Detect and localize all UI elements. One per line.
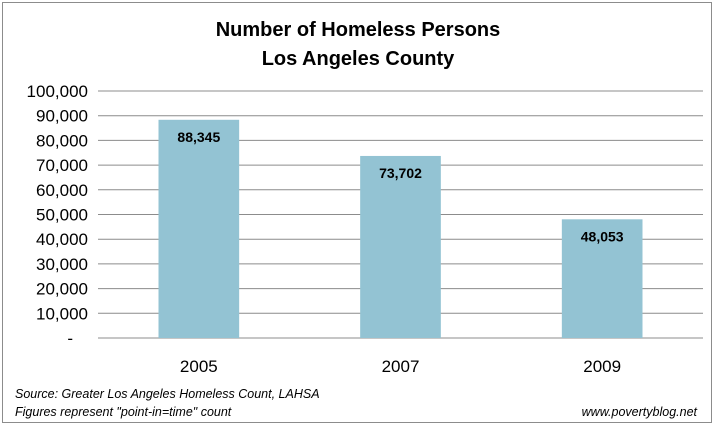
source-note: Source: Greater Los Angeles Homeless Cou…	[15, 387, 320, 401]
data-label-2007: 73,702	[379, 165, 422, 181]
x-tick-label-2005: 2005	[180, 357, 218, 376]
y-tick-label: 20,000	[36, 280, 88, 299]
bar-2005	[158, 119, 240, 339]
y-tick-label: 100,000	[27, 82, 88, 101]
chart-title: Number of Homeless Persons Los Angeles Co…	[216, 19, 501, 70]
y-tick-label: 60,000	[36, 181, 88, 200]
y-tick-label: 70,000	[36, 156, 88, 175]
y-tick-label: 40,000	[36, 230, 88, 249]
y-tick-label: 80,000	[36, 131, 88, 150]
y-tick-label: 30,000	[36, 255, 88, 274]
figures-note: Figures represent "point-in=time" count	[15, 405, 232, 419]
bar-chart: Number of Homeless Persons Los Angeles Co…	[27, 19, 703, 376]
x-tick-label-2009: 2009	[583, 357, 621, 376]
bars	[158, 119, 643, 339]
y-tick-label: 50,000	[36, 206, 88, 225]
y-tick-label: 10,000	[36, 304, 88, 323]
y-tick-label: -	[67, 329, 73, 348]
data-label-2009: 48,053	[581, 228, 624, 244]
y-tick-label: 90,000	[36, 107, 88, 126]
x-tick-label-2007: 2007	[382, 357, 420, 376]
x-axis-ticks: 2005 2007 2009	[180, 357, 621, 376]
y-axis-ticks: - 10,000 20,000 30,000 40,000 50,000 60,000 70,…	[27, 82, 88, 348]
chart-frame: Number of Homeless Persons Los Angeles Co…	[2, 2, 712, 423]
bar-2007	[360, 155, 441, 338]
data-labels: 88,345 73,702 48,053	[177, 129, 623, 245]
chart-title-line: Number of Homeless Persons	[216, 19, 501, 41]
data-label-2005: 88,345	[177, 129, 220, 145]
chart-title-line: Los Angeles County	[262, 48, 455, 70]
credit-note: www.povertyblog.net	[581, 405, 697, 419]
bar-2009	[561, 219, 643, 338]
